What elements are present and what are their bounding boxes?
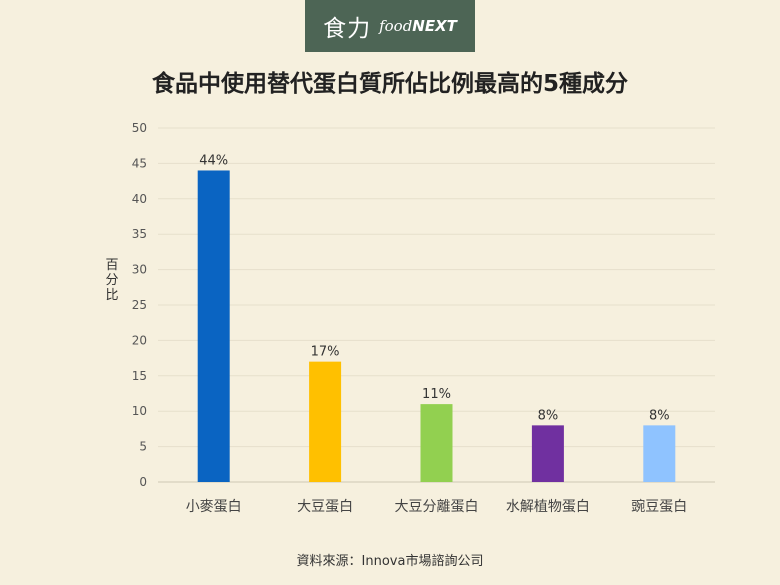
logo-english-text: foodNEXT <box>379 17 457 35</box>
y-tick-label: 40 <box>132 192 147 206</box>
data-label: 8% <box>649 408 670 423</box>
y-tick-label: 20 <box>132 333 147 347</box>
data-label: 8% <box>538 408 559 423</box>
bar <box>531 425 564 482</box>
y-tick-label: 35 <box>132 227 147 241</box>
logo-next-text: NEXT <box>412 17 457 35</box>
data-label: 17% <box>311 345 340 360</box>
y-tick-label: 5 <box>139 440 147 454</box>
bars <box>197 170 676 483</box>
x-tick-label: 大豆分離蛋白 <box>395 498 479 515</box>
x-tick-label: 豌豆蛋白 <box>631 499 687 515</box>
y-tick-label: 45 <box>132 156 147 170</box>
foodnext-logo: 食力 foodNEXT <box>305 0 475 52</box>
y-tick-label: 30 <box>132 263 147 277</box>
source-note: 資料來源：Innova市場諮詢公司 <box>296 554 484 569</box>
x-tick-label: 小麥蛋白 <box>186 499 242 515</box>
gridlines <box>158 127 715 483</box>
y-tick-label: 10 <box>132 404 147 418</box>
y-tick-label: 25 <box>132 298 147 312</box>
y-tick-label: 15 <box>132 369 147 383</box>
logo-chinese-text: 食力 <box>323 16 372 42</box>
y-axis-label: 百分比 <box>105 258 119 303</box>
y-tick-label: 0 <box>139 475 147 489</box>
logo-food-text: food <box>379 17 413 35</box>
bar <box>197 170 230 483</box>
bar <box>420 404 453 482</box>
bar <box>309 361 342 482</box>
x-tick-label: 水解植物蛋白 <box>506 499 590 515</box>
data-label: 44% <box>199 153 228 168</box>
y-tick-label: 50 <box>132 121 147 135</box>
data-label: 11% <box>422 387 451 402</box>
x-tick-label: 大豆蛋白 <box>297 499 353 515</box>
x-tick-labels: 小麥蛋白 大豆蛋白 大豆分離蛋白 水解植物蛋白 豌豆蛋白 <box>186 498 688 515</box>
data-labels: 44% 17% 11% 8% 8% <box>199 153 669 423</box>
chart-title: 食品中使用替代蛋白質所佔比例最高的5種成分 <box>151 71 628 97</box>
bar <box>643 425 676 482</box>
y-tick-labels: 0 5 10 15 20 25 30 35 40 45 50 <box>132 121 147 489</box>
